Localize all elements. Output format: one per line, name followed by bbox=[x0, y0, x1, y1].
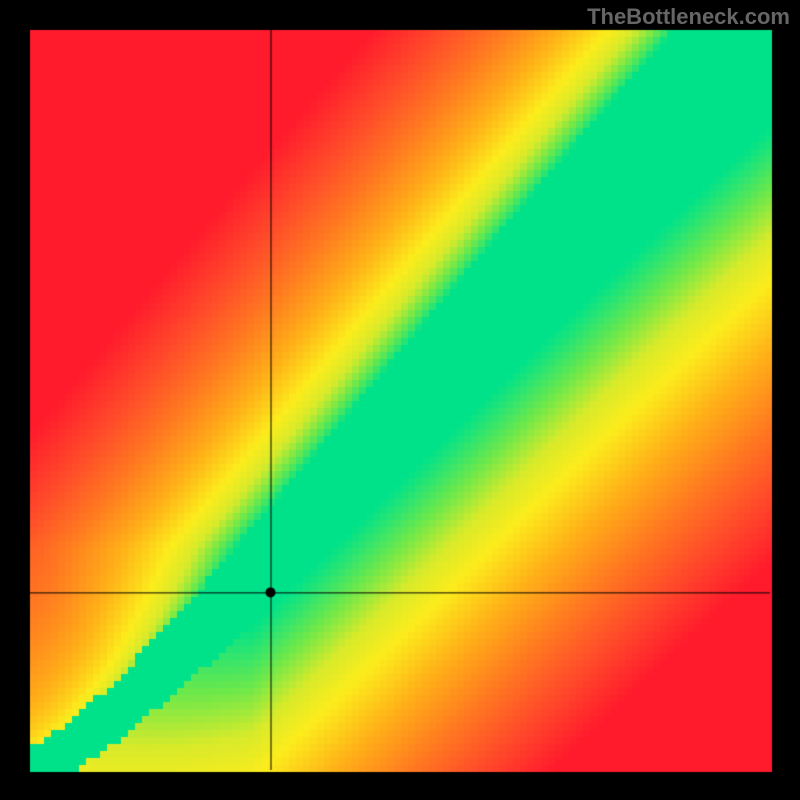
bottleneck-heatmap bbox=[0, 0, 800, 800]
watermark-text: TheBottleneck.com bbox=[587, 4, 790, 30]
